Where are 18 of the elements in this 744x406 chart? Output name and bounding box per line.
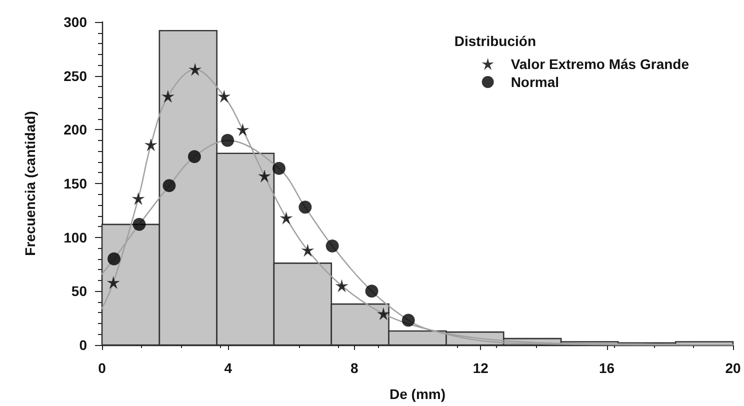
x-tick-label: 8 [350,360,358,376]
y-tick-label: 200 [64,122,88,138]
legend-title: Distribución [454,33,536,49]
x-axis-title: De (mm) [389,386,446,402]
x-tick-label: 12 [472,360,489,376]
y-tick-label: 100 [64,229,88,246]
legend-label: Normal [510,74,560,90]
y-tick-label: 150 [64,176,88,192]
y-tick-label: 250 [64,68,88,84]
x-tick-label: 16 [599,360,615,376]
y-tick-label: 300 [64,14,88,30]
x-tick-label: 0 [98,360,106,376]
y-tick-label: 50 [71,283,88,300]
legend-label: Valor Extremo Más Grande [510,56,690,72]
y-axis-title: Frecuencia (cantidad) [22,111,38,256]
y-tick-label: 0 [79,337,88,353]
x-tick-label: 4 [224,360,232,376]
x-tick-label: 20 [725,360,741,376]
